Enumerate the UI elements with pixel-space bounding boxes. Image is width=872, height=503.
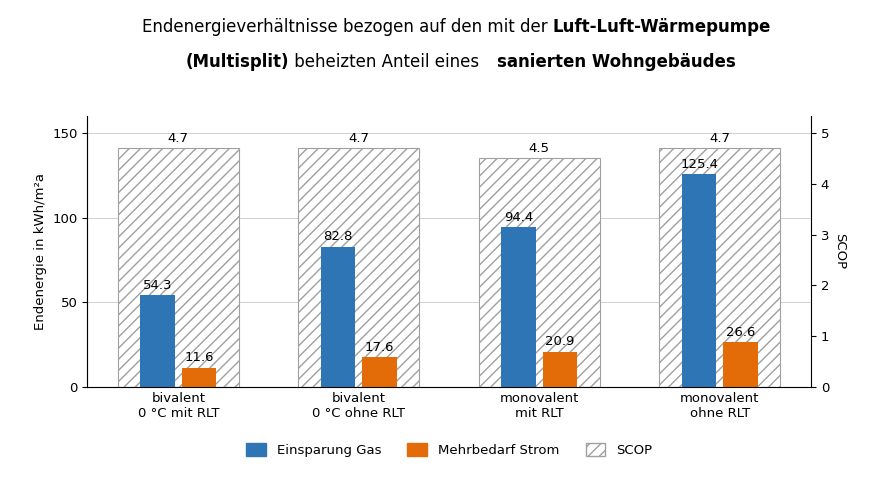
Bar <box>682 175 717 387</box>
Bar <box>479 158 600 387</box>
Text: 4.5: 4.5 <box>528 142 550 155</box>
Legend: Einsparung Gas, Mehrbedarf Strom, SCOP: Einsparung Gas, Mehrbedarf Strom, SCOP <box>241 438 657 462</box>
Bar <box>501 227 536 387</box>
Bar <box>181 368 216 387</box>
Text: Endenergieverhältnisse bezogen auf den mit der: Endenergieverhältnisse bezogen auf den m… <box>142 18 553 36</box>
Text: Luft-Luft-Wärmepumpe: Luft-Luft-Wärmepumpe <box>553 18 772 36</box>
Text: 11.6: 11.6 <box>184 351 214 364</box>
Text: 4.7: 4.7 <box>167 132 188 144</box>
Text: beheizten Anteil eines: beheizten Anteil eines <box>289 53 484 71</box>
Bar <box>542 352 577 387</box>
Bar <box>724 342 758 387</box>
Text: 82.8: 82.8 <box>324 230 353 243</box>
Text: 125.4: 125.4 <box>680 158 719 171</box>
Text: 94.4: 94.4 <box>504 211 534 224</box>
Text: 26.6: 26.6 <box>726 326 755 339</box>
Bar <box>118 148 239 387</box>
Text: 54.3: 54.3 <box>143 279 173 292</box>
Y-axis label: Endenergie in kWh/m²a: Endenergie in kWh/m²a <box>33 173 46 330</box>
Y-axis label: SCOP: SCOP <box>833 233 846 270</box>
Text: sanierten Wohngebäudes: sanierten Wohngebäudes <box>497 53 735 71</box>
Text: 4.7: 4.7 <box>710 132 731 144</box>
Text: (Multisplit): (Multisplit) <box>185 53 289 71</box>
Bar <box>140 295 174 387</box>
Text: 4.7: 4.7 <box>348 132 370 144</box>
Bar <box>659 148 780 387</box>
Bar <box>321 247 356 387</box>
Bar <box>298 148 419 387</box>
Bar <box>362 358 397 387</box>
Text: 17.6: 17.6 <box>364 341 394 354</box>
Text: 20.9: 20.9 <box>545 336 575 349</box>
